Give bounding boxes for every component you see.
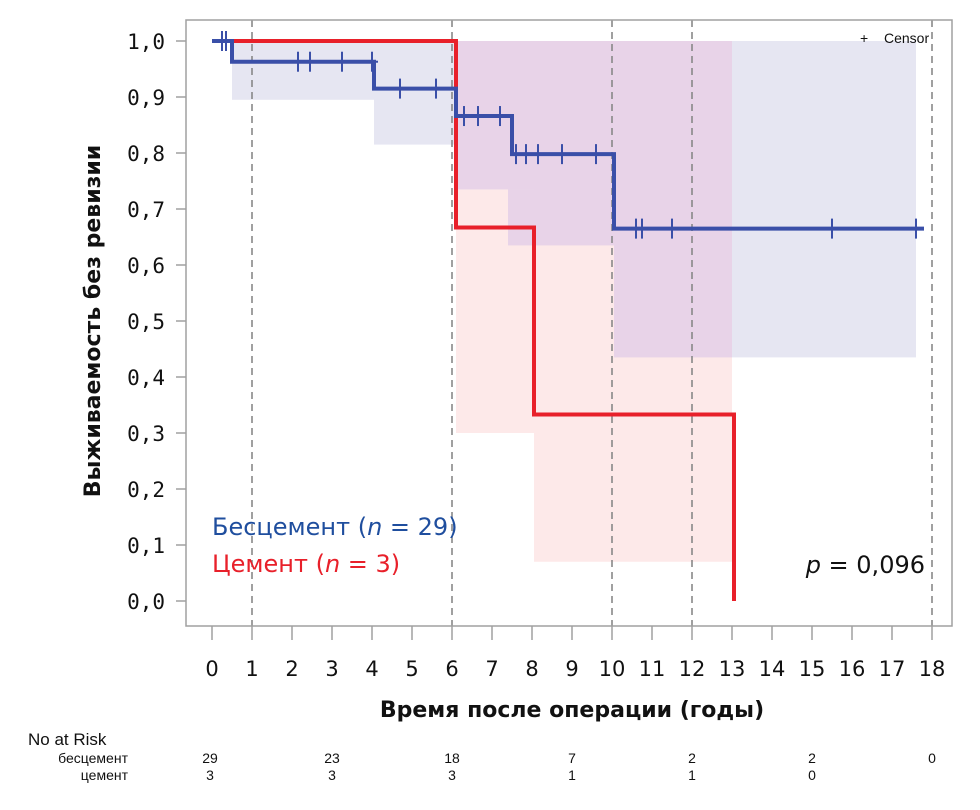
legend-bescement: Бесцемент (n = 29): [212, 513, 458, 541]
x-tick-label: 5: [405, 657, 418, 681]
legend-cement-suffix: = 3): [340, 550, 400, 578]
y-tick-label: 0,5: [127, 310, 165, 334]
risk-value: 23: [324, 750, 340, 766]
y-tick-label: 0,7: [127, 198, 165, 222]
x-tick-label: 1: [245, 657, 258, 681]
y-tick-label: 1,0: [127, 30, 165, 54]
x-tick-label: 15: [799, 657, 826, 681]
x-tick-label: 18: [919, 657, 946, 681]
y-axis-title: Выживаемость без ревизии: [81, 145, 106, 497]
ci-band-Бесцемент-1: [374, 41, 456, 145]
ci-overlap-2: [534, 41, 614, 246]
risk-value: 1: [688, 767, 696, 783]
p-value-text: = 0,096: [821, 551, 925, 579]
y-tick-label: 0,1: [127, 534, 165, 558]
ci-overlap-4: [508, 189, 534, 246]
legend-cement-prefix: Цемент (: [212, 550, 325, 578]
censor-legend-label: Censor: [884, 30, 929, 46]
risk-value: 0: [808, 767, 816, 783]
x-axis: 0 1 2 3 4 5 6 7 8 9 10 11 12 13 14 15 16 17 18: [205, 626, 945, 681]
risk-value: 7: [568, 750, 576, 766]
y-tick-label: 0,4: [127, 366, 165, 390]
x-tick-label: 13: [719, 657, 746, 681]
survival-curves: [212, 39, 924, 601]
x-tick-label: 7: [485, 657, 498, 681]
y-tick-label: 0,3: [127, 422, 165, 446]
x-tick-label: 10: [599, 657, 626, 681]
risk-values: 29 23 18 7 2 2 03 3 3 1 1 0: [202, 750, 936, 783]
censor-legend-symbol: +: [860, 30, 868, 46]
risk-value: 2: [688, 750, 696, 766]
risk-table-title: No at Risk: [28, 730, 107, 749]
risk-value: 2: [808, 750, 816, 766]
legend-bescement-n: n: [367, 513, 382, 541]
ci-band-Бесцемент-0: [232, 41, 374, 100]
y-axis: 0,0 0,1 0,2 0,3 0,4 0,5 0,6 0,7 0,8 0,9 1,0: [127, 30, 186, 614]
risk-value: 3: [448, 767, 456, 783]
y-tick-label: 0,6: [127, 254, 165, 278]
x-tick-label: 4: [365, 657, 378, 681]
p-value: p = 0,096: [805, 551, 925, 579]
risk-value: 18: [444, 750, 460, 766]
x-tick-label: 14: [759, 657, 786, 681]
curve-Бесцемент: [212, 39, 924, 231]
x-tick-label: 8: [525, 657, 538, 681]
censor-marks: [216, 31, 922, 239]
x-tick-label: 0: [205, 657, 218, 681]
x-tick-label: 17: [879, 657, 906, 681]
legend-bescement-prefix: Бесцемент (: [212, 513, 367, 541]
y-tick-label: 0,8: [127, 142, 165, 166]
x-tick-label: 9: [565, 657, 578, 681]
y-tick-label: 0,2: [127, 478, 165, 502]
x-tick-label: 11: [639, 657, 666, 681]
risk-value: 3: [206, 767, 214, 783]
legend-cement: Цемент (n = 3): [212, 550, 400, 578]
y-tick-label: 0,0: [127, 590, 165, 614]
reference-lines: [251, 20, 933, 626]
p-value-symbol: p: [805, 551, 821, 579]
curve-Цемент: [212, 39, 736, 601]
x-tick-label: 12: [679, 657, 706, 681]
y-tick-label: 0,9: [127, 86, 165, 110]
risk-value: 29: [202, 750, 218, 766]
risk-value: 3: [328, 767, 336, 783]
risk-table: No at Risk бесцемент цемент 29 23 18 7 2 2 03 3…: [28, 730, 936, 783]
plot-frame: [185, 19, 953, 627]
risk-row-label-bescement: бесцемент: [58, 750, 128, 766]
censor-legend: + Censor: [860, 30, 929, 46]
confidence-bands: [232, 41, 916, 562]
ci-overlap-3: [614, 41, 732, 358]
x-tick-label: 16: [839, 657, 866, 681]
x-tick-label: 3: [325, 657, 338, 681]
legend-cement-n: n: [325, 550, 340, 578]
x-tick-label: 2: [285, 657, 298, 681]
ci-band-Цемент-0: [456, 189, 508, 433]
legend-bescement-suffix: = 29): [382, 513, 457, 541]
risk-value: 1: [568, 767, 576, 783]
risk-row-label-cement: цемент: [81, 767, 129, 783]
risk-value: 0: [928, 750, 936, 766]
x-axis-title: Время после операции (годы): [380, 698, 764, 723]
x-tick-label: 6: [445, 657, 458, 681]
